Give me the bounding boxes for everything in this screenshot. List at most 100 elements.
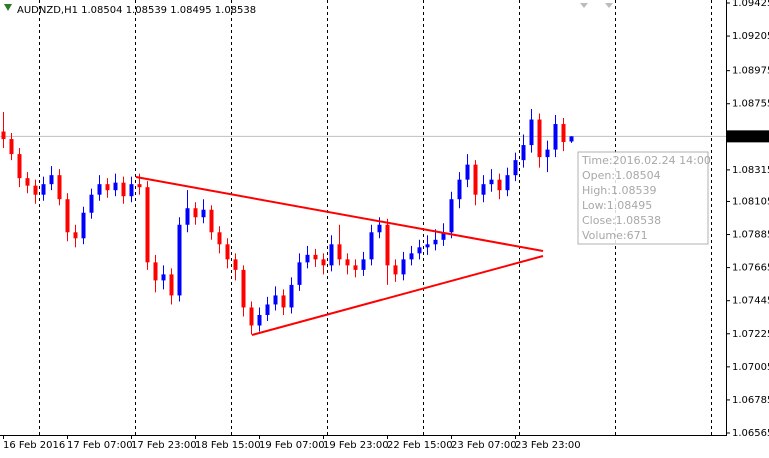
candle-body — [145, 187, 150, 263]
candle-body — [441, 232, 446, 240]
candle-body — [337, 244, 342, 260]
candle-body — [169, 274, 174, 296]
y-tick-label: 1.08755 — [732, 99, 769, 110]
candle-body — [345, 259, 350, 266]
candles — [1, 108, 574, 335]
candle-body — [177, 224, 182, 296]
grid — [0, 0, 726, 435]
candle-body — [369, 232, 374, 260]
candle-body — [233, 259, 238, 270]
candle-body — [249, 307, 254, 326]
y-tick-label: 1.06565 — [732, 428, 769, 439]
y-tick-label: 1.07005 — [732, 362, 769, 373]
candle-body — [417, 247, 422, 254]
candle-body — [185, 208, 190, 225]
tooltip-label: Close: — [582, 214, 616, 227]
tooltip-value: 1.08538 — [616, 214, 662, 227]
candle-body — [329, 244, 334, 266]
tooltip-label: High: — [582, 184, 611, 197]
header-close: 1.08538 — [215, 5, 256, 16]
tooltip-row: Volume:671 — [582, 229, 648, 242]
tooltip-label: Low: — [582, 199, 607, 212]
candle-body — [209, 209, 214, 233]
chart-header: AUDNZD,H1 1.08504 1.08539 1.08495 1.0853… — [17, 5, 256, 16]
candle-body — [273, 295, 278, 305]
candle-body — [473, 164, 478, 195]
header-open: 1.08504 — [81, 5, 122, 16]
candle-body — [193, 208, 198, 218]
tooltip: Time:2016.02.24 14:00Open:1.08504High:1.… — [577, 151, 711, 245]
candle-body — [201, 209, 206, 218]
candle-body — [529, 119, 534, 146]
x-tick-label: 16 Feb 2016 — [3, 440, 65, 451]
candle-body — [537, 119, 542, 158]
tooltip-label: Volume: — [582, 229, 627, 242]
candle-body — [97, 184, 102, 195]
shift-icon[interactable] — [605, 3, 613, 8]
tooltip-box — [577, 151, 709, 245]
candle-body — [553, 124, 558, 150]
y-tick-label: 1.08105 — [732, 196, 769, 207]
candle-body — [457, 179, 462, 200]
tooltip-value: 671 — [627, 229, 648, 242]
x-tick-label: 18 Feb 15:00 — [195, 440, 261, 451]
x-tick-label: 19 Feb 07:00 — [259, 440, 325, 451]
candle-body — [265, 304, 270, 315]
candle-body — [1, 131, 6, 140]
candle-body — [257, 314, 262, 326]
candle-body — [305, 254, 310, 263]
current-price-label: 1.08538 — [732, 131, 769, 142]
y-tick-label: 1.07885 — [732, 230, 769, 241]
axes: 1.094251.092051.089751.087551.085351.083… — [3, 0, 769, 451]
symbol-icon — [4, 4, 12, 11]
candle-body — [49, 175, 54, 185]
trend-line — [135, 176, 544, 252]
current-price-box — [727, 130, 769, 143]
candle-body — [57, 175, 62, 200]
candle-body — [409, 253, 414, 260]
candle-body — [513, 160, 518, 176]
candle-body — [129, 184, 134, 197]
header-high: 1.08539 — [126, 5, 167, 16]
candle-body — [433, 239, 438, 245]
candle-body — [73, 232, 78, 239]
candle-body — [89, 194, 94, 213]
candle-body — [313, 254, 318, 260]
scroll-icon[interactable] — [580, 3, 588, 8]
candle-body — [41, 184, 46, 195]
y-tick-label: 1.06785 — [732, 395, 769, 406]
tooltip-value: 1.08539 — [611, 184, 657, 197]
candle-body — [161, 274, 166, 281]
candle-body — [521, 145, 526, 161]
candle-body — [497, 179, 502, 191]
header-low: 1.08495 — [170, 5, 211, 16]
y-tick-label: 1.08315 — [732, 165, 769, 176]
candle-body — [225, 244, 230, 260]
candle-body — [65, 199, 70, 233]
candle-body — [481, 184, 486, 195]
candle-body — [281, 295, 286, 308]
candle-body — [545, 149, 550, 158]
candle-body — [393, 265, 398, 275]
candle-body — [449, 199, 454, 233]
y-tick-label: 1.07445 — [732, 296, 769, 307]
candle-body — [153, 262, 158, 281]
candle-body — [113, 182, 118, 191]
candle-body — [17, 154, 22, 179]
candle-body — [137, 184, 142, 188]
candle-body — [385, 224, 390, 266]
candle-body — [81, 212, 86, 239]
x-tick-label: 17 Feb 23:00 — [131, 440, 197, 451]
tooltip-value: 1.08495 — [607, 199, 653, 212]
x-tick-label: 23 Feb 07:00 — [451, 440, 517, 451]
tooltip-value: 1.08504 — [615, 169, 661, 182]
candle-body — [289, 284, 294, 308]
candle-body — [105, 184, 110, 191]
symbol: AUDNZD,H1 — [17, 5, 78, 16]
candle-body — [25, 178, 30, 186]
triangle-pattern — [135, 176, 544, 336]
x-tick-label: 23 Feb 23:00 — [515, 440, 581, 451]
candle-body — [321, 259, 326, 266]
y-tick-label: 1.07665 — [732, 263, 769, 274]
